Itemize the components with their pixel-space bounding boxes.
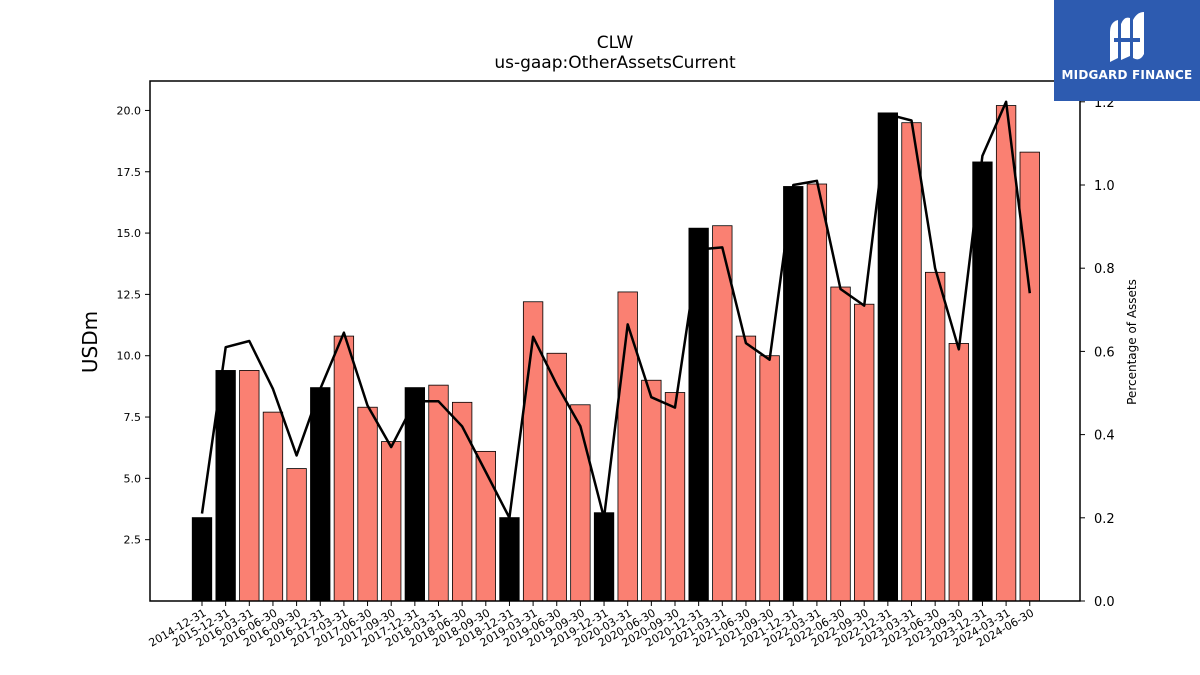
- bar-annual: [404, 387, 426, 602]
- y-tick-label: 10.0: [117, 350, 142, 363]
- chart-title: CLW: [597, 33, 634, 53]
- bar-quarterly: [262, 411, 284, 602]
- y-tick-label: 2.5: [124, 534, 142, 547]
- y-tick-label: 17.5: [117, 166, 142, 179]
- bar-annual: [972, 161, 993, 602]
- bar-quarterly: [570, 404, 591, 602]
- bar-quarterly: [712, 225, 733, 602]
- bar-quarterly: [451, 401, 473, 602]
- bar-quarterly: [901, 122, 922, 602]
- y2-tick-label: 0.0: [1094, 595, 1115, 610]
- bar-quarterly: [735, 335, 757, 602]
- y2-tick-label: 0.6: [1094, 345, 1115, 360]
- bars-group: [191, 105, 1040, 602]
- bar-annual: [310, 387, 331, 602]
- bar-quarterly: [925, 271, 946, 602]
- y-axis-label: USDm: [78, 311, 102, 373]
- percentage-line: [200, 100, 1032, 520]
- line-group: [200, 100, 1032, 520]
- bar-annual: [877, 112, 898, 602]
- midgard-finance-logo: MIDGARD FINANCE: [1054, 0, 1200, 101]
- y-tick-label: 12.5: [117, 288, 142, 301]
- bar-quarterly: [357, 406, 378, 602]
- y-tick-label: 20.0: [117, 104, 142, 117]
- bar-quarterly: [286, 468, 307, 602]
- bar-quarterly: [546, 352, 567, 602]
- y-tick-label: 15.0: [117, 227, 142, 240]
- bar-quarterly: [428, 384, 449, 602]
- bar-quarterly: [641, 379, 662, 602]
- bar-quarterly: [664, 392, 686, 602]
- bar-annual: [593, 512, 615, 602]
- bar-annual: [499, 517, 520, 602]
- bar-quarterly: [617, 291, 638, 602]
- y2-tick-label: 0.8: [1094, 262, 1115, 277]
- logo-text: MIDGARD FINANCE: [1061, 68, 1193, 82]
- chart-subtitle: us-gaap:OtherAssetsCurrent: [494, 53, 736, 73]
- bar-quarterly: [854, 303, 875, 602]
- bar-quarterly: [830, 286, 851, 602]
- bar-annual: [688, 227, 709, 602]
- bar-quarterly: [522, 301, 544, 602]
- bar-quarterly: [806, 183, 828, 602]
- bar-quarterly: [1019, 151, 1040, 602]
- bar-annual: [191, 517, 213, 602]
- y2-axis-label: Percentage of Assets: [1125, 279, 1139, 405]
- plot-frame: [149, 80, 1081, 602]
- bar-quarterly: [381, 441, 402, 602]
- bar-quarterly: [239, 370, 260, 602]
- y2-tick-label: 1.0: [1094, 179, 1115, 194]
- y2-tick-label: 0.2: [1094, 512, 1115, 527]
- midgard-logo-icon: [1110, 12, 1144, 62]
- y-tick-label: 7.5: [124, 411, 142, 424]
- bar-annual: [783, 186, 804, 602]
- y2-tick-label: 0.4: [1094, 429, 1115, 444]
- bar-annual: [215, 370, 236, 602]
- bar-quarterly: [333, 335, 355, 602]
- bar-quarterly: [759, 355, 780, 602]
- bar-quarterly: [948, 343, 969, 602]
- axes-group: 2.5 5.0 7.5 10.0 12.5 15.0 17.5 20.0 0.0 0.2 0.4 0.…: [117, 96, 1115, 650]
- bar-quarterly: [995, 105, 1017, 602]
- y-tick-label: 5.0: [124, 472, 142, 485]
